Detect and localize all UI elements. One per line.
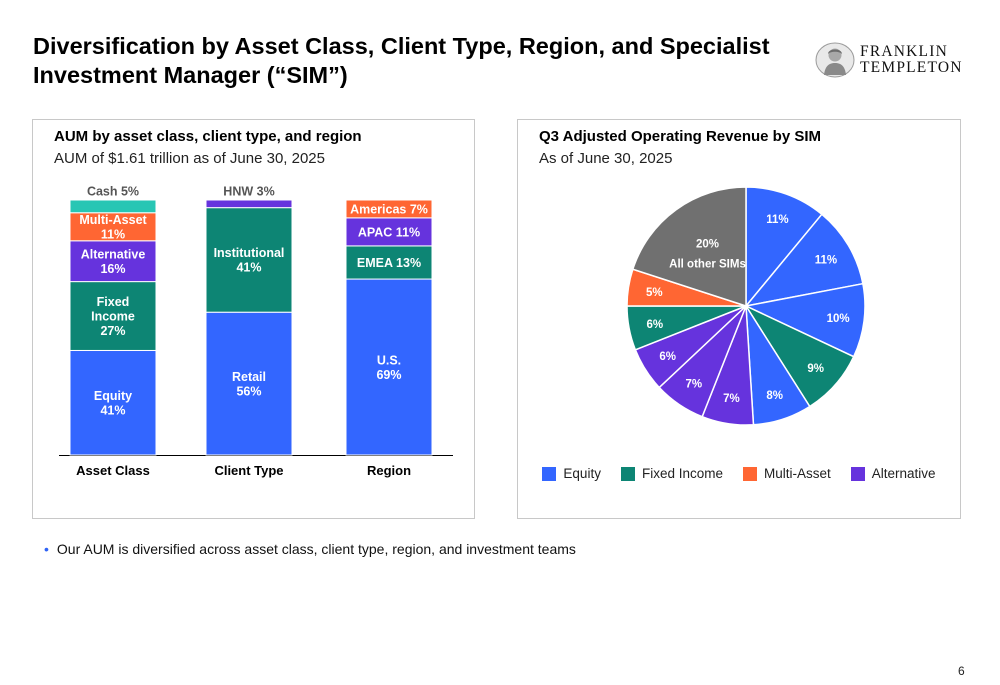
logo-line-1: FRANKLIN [860, 43, 948, 60]
pie-label-9: 6% [647, 319, 664, 331]
bar-segment-client-type-institutional [205, 207, 293, 313]
data-label-asset-class-multi-asset: Multi-Asset 11% [79, 213, 147, 242]
bar-segment-asset-class-alternative [69, 240, 157, 283]
pie-slice-3-equity [743, 282, 866, 358]
legend-item-alternative: Alternative [850, 466, 936, 481]
data-label-client-type-institutional: Institutional 41% [214, 246, 285, 274]
bar-segment-asset-class-multi-asset [69, 212, 157, 242]
bar-segment-asset-class-equity [69, 349, 157, 456]
sim-chart-subtitle: As of June 30, 2025 [539, 150, 673, 167]
bar-segment-asset-class-fixed-income [69, 281, 157, 351]
data-label-region-americas: Americas 7% [350, 202, 428, 216]
legend-item-multi-asset: Multi-Asset [743, 466, 831, 481]
legend-item-fixed-income: Fixed Income [620, 466, 723, 481]
sim-revenue-panel: Q3 Adjusted Operating Revenue by SIM As … [517, 119, 961, 519]
data-label-asset-class-cash: Cash 5% [87, 185, 139, 199]
pie-label-2: 11% [815, 254, 837, 266]
key-point-bullet: • Our AUM is diversified across asset cl… [44, 541, 576, 557]
logo-wordmark: FRANKLIN TEMPLETON [860, 44, 963, 76]
pie-slice-11-all-other-sims [631, 186, 747, 308]
pie-label-3: 10% [827, 313, 850, 325]
data-label-client-type-hnw: HNW 3% [223, 185, 274, 199]
pie-label-6: 7% [723, 393, 740, 405]
legend-label-multi-asset: Multi-Asset [764, 466, 831, 481]
key-point-text: Our AUM is diversified across asset clas… [56, 541, 576, 557]
aum-stacked-bar-chart: Equity 41% Fixed Income 27% Alternative 16% Mul… [59, 185, 453, 478]
bar-segment-client-type-hnw [205, 199, 293, 209]
sim-revenue-pie-chart: 11% 11% 10% 9% 8% 7% 7% 6% 6% 5% 20% All other SIMs [626, 186, 866, 426]
legend-label-fixed-income: Fixed Income [641, 466, 723, 481]
pie-label-1: 11% [766, 214, 788, 226]
pie-label-5: 8% [766, 390, 783, 402]
logo-line-2: TEMPLETON [860, 59, 963, 76]
data-label-asset-class-alternative: Alternative 16% [81, 247, 146, 276]
portrait-medallion-icon [815, 42, 855, 78]
bar-segment-region-americas [345, 199, 433, 219]
slide-title: Diversification by Asset Class, Client T… [33, 33, 770, 88]
bar-segment-asset-class-cash [69, 199, 157, 214]
pie-label-11: 20% All other SIMs [669, 239, 746, 271]
aum-chart-title: AUM by asset class, client type, and reg… [54, 128, 362, 145]
page-number: 6 [958, 664, 965, 678]
aum-chart-subtitle: AUM of $1.61 trillion as of June 30, 202… [54, 150, 325, 167]
legend-swatch-fixed-income [620, 466, 635, 481]
data-label-asset-class-equity: Equity 41% [94, 389, 132, 418]
aum-breakdown-panel: AUM by asset class, client type, and reg… [32, 119, 475, 519]
category-label-asset-class: Asset Class [76, 463, 150, 478]
pie-label-8: 6% [659, 351, 676, 363]
bar-segment-client-type-retail [205, 311, 293, 456]
pie-label-10: 5% [646, 287, 663, 299]
legend-label-equity: Equity [563, 466, 601, 481]
pie-label-4: 9% [807, 363, 824, 375]
pie-legend: Equity Fixed Income Multi-Asset Alternative [518, 466, 960, 481]
data-label-region-apac: APAC 11% [358, 225, 420, 239]
pie-slice-1-equity [745, 186, 823, 309]
category-label-client-type: Client Type [214, 463, 283, 478]
bullet-dot-icon: • [44, 541, 49, 557]
data-label-region-emea: EMEA 13% [357, 256, 421, 270]
pie-slice-2-equity [744, 213, 864, 308]
legend-swatch-equity [542, 466, 557, 481]
legend-swatch-multi-asset [743, 466, 757, 481]
bar-segment-region-u-s [345, 278, 433, 456]
bar-segment-region-emea [345, 245, 433, 280]
franklin-templeton-logo: FRANKLIN TEMPLETON [814, 42, 974, 78]
category-label-region: Region [367, 463, 411, 478]
bar-segment-region-apac [345, 217, 433, 247]
data-label-asset-class-fixed-income: Fixed Income 27% [91, 295, 135, 338]
sim-chart-title: Q3 Adjusted Operating Revenue by SIM [539, 128, 821, 145]
legend-label-alternative: Alternative [871, 466, 936, 481]
legend-item-equity: Equity [542, 466, 601, 481]
pie-label-7: 7% [686, 378, 703, 390]
data-label-client-type-retail: Retail 56% [232, 370, 266, 399]
legend-swatch-alternative [850, 466, 865, 481]
data-label-region-u-s: U.S. 69% [376, 353, 401, 382]
